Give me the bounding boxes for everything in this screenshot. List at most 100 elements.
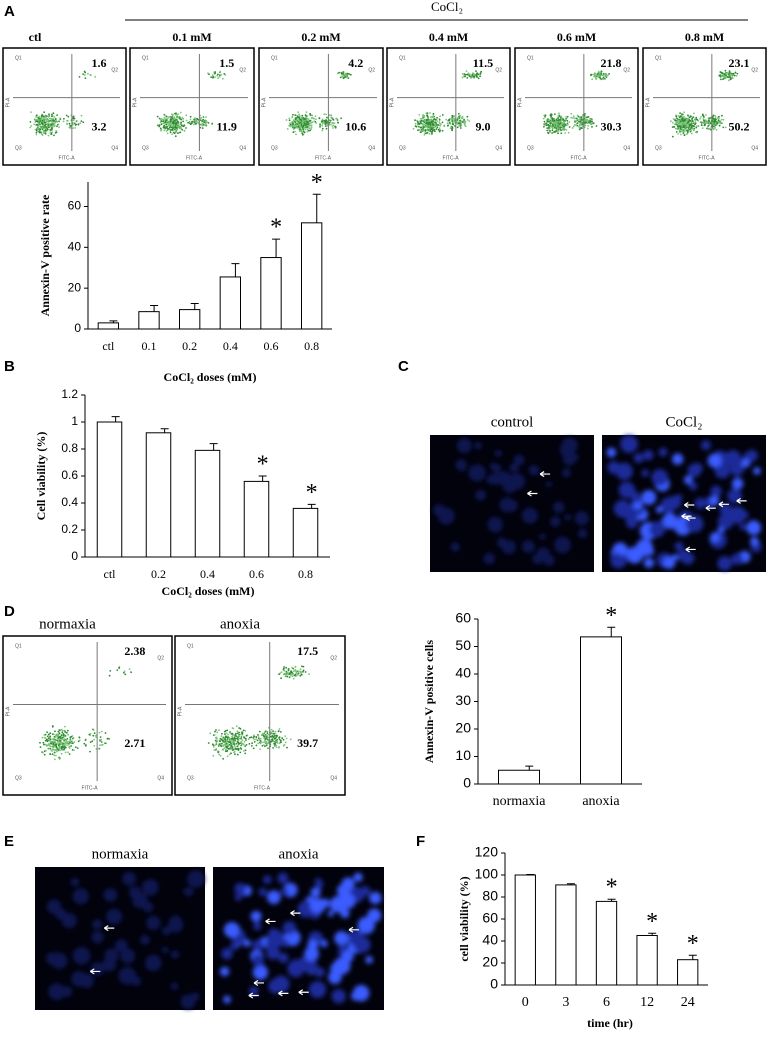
flow-dot: [330, 116, 332, 118]
x-tick-label: 0.8: [304, 339, 319, 353]
x-tick-label: normaxia: [493, 794, 547, 809]
flow-dot: [308, 121, 310, 123]
flow-dot: [599, 72, 601, 74]
flow-dot: [716, 124, 718, 126]
flow-dot: [292, 131, 294, 133]
flow-dot: [214, 76, 216, 78]
flow-dot: [464, 73, 466, 75]
flow-dot: [69, 742, 71, 744]
flow-dot: [580, 121, 582, 123]
x-tick-label: 0.1: [142, 339, 157, 353]
flow-dot: [191, 122, 193, 124]
stain: [51, 953, 67, 969]
x-tick-label: 0.2: [151, 567, 166, 581]
flow-dot: [561, 122, 563, 124]
flow-dot: [67, 741, 69, 743]
stain: [230, 942, 238, 950]
panel-label: A: [4, 3, 15, 20]
flow-dot: [560, 132, 562, 134]
flow-dot: [177, 132, 179, 134]
flow-dot: [295, 666, 297, 668]
stain: [632, 491, 640, 499]
flow-dot: [672, 126, 674, 128]
flow-dot: [171, 133, 173, 135]
flow-dot: [430, 120, 432, 122]
flow-dot: [272, 730, 274, 732]
flow-dot: [586, 119, 588, 121]
flow-dot: [581, 127, 583, 129]
stain: [353, 873, 362, 882]
flow-dot: [218, 729, 220, 731]
flow-dot: [300, 668, 302, 670]
bar: [195, 450, 220, 557]
flow-dot: [439, 127, 441, 129]
stain: [689, 482, 697, 490]
flow-dot: [438, 129, 440, 131]
flow-dot: [725, 70, 727, 72]
flow-dot: [45, 115, 47, 117]
flow-dot: [232, 727, 234, 729]
x-axis-label: time (hr): [587, 1016, 633, 1030]
flow-dot: [238, 739, 240, 741]
flow-dot: [570, 117, 572, 119]
flow-dot: [253, 739, 255, 741]
flow-dot: [223, 745, 225, 747]
flow-dot: [170, 132, 172, 134]
stain: [487, 517, 503, 533]
flow-dot: [85, 77, 87, 79]
flow-dot: [39, 742, 41, 744]
flow-dot: [572, 127, 574, 129]
flow-dot: [724, 76, 726, 78]
flow-dot: [78, 741, 80, 743]
bar: [97, 422, 122, 557]
flow-dot: [81, 120, 83, 122]
flow-dot: [547, 132, 549, 134]
flow-dot: [288, 668, 290, 670]
flow-dot: [722, 127, 724, 129]
stain: [223, 996, 231, 1004]
flow-dot: [219, 739, 221, 741]
axis-label: PI-A: [5, 706, 11, 716]
flow-dot: [68, 746, 70, 748]
flow-dot: [90, 74, 92, 76]
flow-dot: [577, 122, 579, 124]
flow-dot: [588, 122, 590, 124]
flow-dot: [226, 732, 228, 734]
flow-dot: [460, 127, 462, 129]
x-axis-label: CoCl₂ doses (mM): [162, 584, 255, 598]
flow-dot: [223, 747, 225, 749]
flow-dot: [67, 734, 69, 736]
flow-dot: [164, 127, 166, 129]
flow-dot: [66, 744, 68, 746]
flow-dot: [284, 744, 286, 746]
quadrant-label: Q4: [330, 775, 337, 781]
stain: [234, 883, 245, 894]
stain: [71, 878, 80, 887]
flow-dot: [262, 733, 264, 735]
flow-dot: [473, 73, 475, 75]
error-bar: [150, 306, 158, 312]
flow-dot: [51, 115, 53, 117]
bar: [146, 433, 171, 557]
flow-dot: [464, 76, 466, 78]
flow-dot: [67, 730, 69, 732]
stain: [267, 890, 281, 904]
flow-dot: [305, 671, 307, 673]
x-tick-label: 0: [522, 995, 529, 1010]
flow-dot: [43, 117, 45, 119]
flow-dot: [579, 125, 581, 127]
flow-dot: [325, 114, 327, 116]
flow-dot: [694, 120, 696, 122]
flow-dot: [179, 118, 181, 120]
quadrant-value: 39.7: [297, 736, 318, 750]
flow-dot: [566, 129, 568, 131]
flow-dot: [694, 118, 696, 120]
stain: [146, 916, 160, 930]
bar: [139, 312, 159, 329]
flow-dot: [315, 115, 317, 117]
bar: [515, 875, 535, 985]
y-tick-label: 20: [68, 280, 82, 294]
flow-dot: [560, 116, 562, 118]
flow-dot: [43, 744, 45, 746]
flow-dot: [691, 118, 693, 120]
